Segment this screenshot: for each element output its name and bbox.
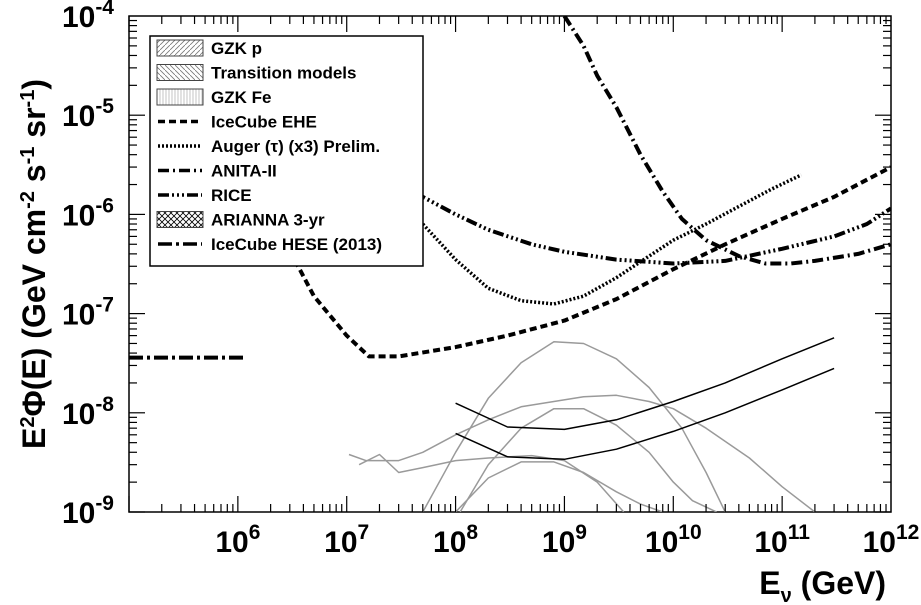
x-axis-title: Eν (GeV) — [759, 565, 886, 605]
legend-transition-models-swatch — [156, 64, 204, 81]
series-icecube-ehe — [240, 165, 891, 359]
series-gzk-fe — [455, 461, 663, 512]
x-tick-label: 1010 — [645, 521, 702, 559]
legend-icecube-ehe-label: IceCube EHE — [211, 113, 317, 132]
series-arianna-3-yr-lower — [455, 367, 835, 461]
legend-rice-label: RICE — [211, 186, 252, 205]
x-tick-label: 1011 — [754, 521, 810, 559]
x-axis-title-main: E — [759, 565, 780, 601]
legend-icecube-hese-2013-label: IceCube HESE (2013) — [211, 235, 382, 254]
legend-gzk-p-label: GZK p — [211, 39, 262, 58]
legend-gzk-fe-swatch — [156, 88, 204, 106]
series-rice — [389, 176, 891, 266]
series-transition-models-lower — [358, 453, 625, 512]
series-auger-x3-prelim — [382, 172, 803, 306]
legend-transition-models-label: Transition models — [211, 64, 356, 83]
legend-gzk-p-swatch — [156, 39, 204, 57]
y-tick-label: 10-8 — [62, 393, 114, 431]
series-layer — [129, 16, 891, 512]
y-tick-label: 10-4 — [62, 0, 114, 34]
x-tick-label: 107 — [324, 521, 369, 559]
y-axis-title-text: E2Φ(E) (GeV cm-2 s-1 sr-1) — [16, 79, 52, 449]
y-tick-label: 10-5 — [62, 95, 114, 133]
series-transition-models-upper — [348, 394, 816, 512]
y-tick-label: 10-9 — [62, 492, 114, 530]
x-tick-label: 109 — [542, 521, 587, 559]
y-axis-title: E2Φ(E) (GeV cm-2 s-1 sr-1) — [16, 79, 52, 449]
legend-arianna-3-yr-swatch — [156, 211, 204, 228]
y-tick-label: 10-7 — [62, 294, 114, 332]
legend-gzk-fe-label: GZK Fe — [211, 88, 271, 107]
legend-arianna-3-yr-label: ARIANNA 3-yr — [211, 211, 325, 230]
legend-anita-ii-label: ANITA-II — [211, 162, 277, 181]
series-gzk-p-upper — [422, 341, 726, 512]
legend-auger-x3-prelim-label: Auger (τ) (x3) Prelim. — [211, 137, 380, 156]
series-gzk-p-lower — [459, 407, 717, 512]
plot-frame — [128, 15, 892, 513]
x-tick-label: 1012 — [863, 521, 920, 559]
legend: GZK p Transition models GZK Fe IceCube EHE A… — [149, 35, 424, 267]
axes-layer: 106 107 108 109 1010 1011 1012 10-9 10-8 10-7 10-6… — [62, 0, 919, 559]
x-axis-title-unit: (GeV) — [792, 565, 886, 601]
series-arianna-3-yr-upper — [455, 337, 835, 431]
y-tick-label: 10-6 — [62, 194, 114, 232]
x-tick-label: 106 — [215, 521, 260, 559]
series-anita-ii — [562, 16, 891, 266]
x-axis-title-sub: ν — [781, 585, 792, 605]
x-tick-label: 108 — [433, 521, 478, 559]
